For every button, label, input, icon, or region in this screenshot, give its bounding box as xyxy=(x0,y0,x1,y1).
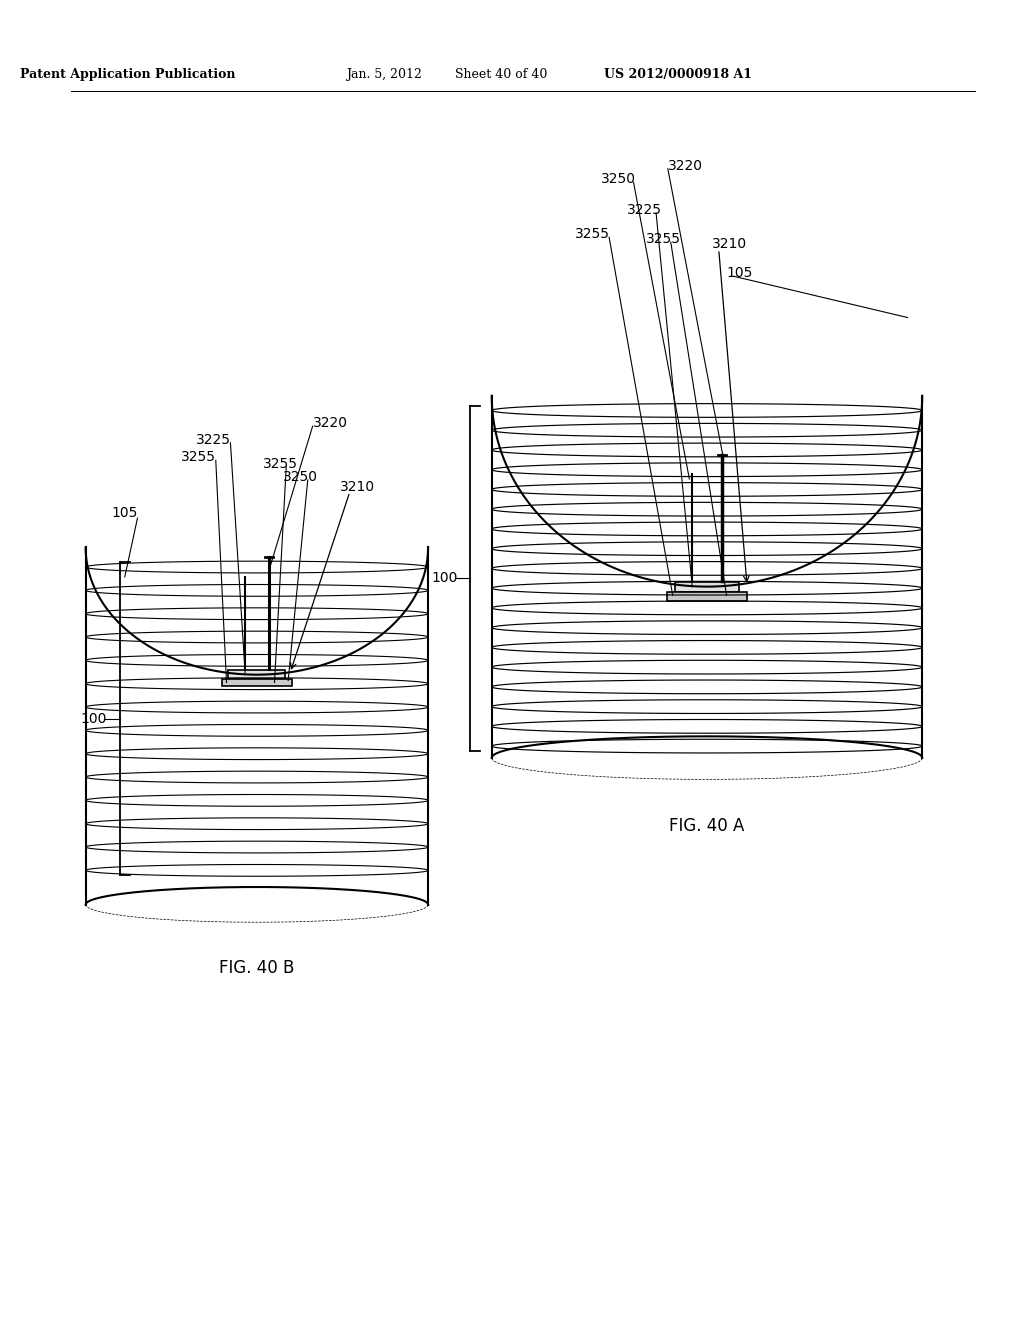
Text: 3255: 3255 xyxy=(180,450,216,465)
Text: Patent Application Publication: Patent Application Publication xyxy=(19,69,236,82)
Text: 3210: 3210 xyxy=(340,479,375,494)
Text: 3220: 3220 xyxy=(668,158,702,173)
Text: US 2012/0000918 A1: US 2012/0000918 A1 xyxy=(603,69,752,82)
Text: 3210: 3210 xyxy=(712,238,746,251)
Text: FIG. 40 A: FIG. 40 A xyxy=(670,817,744,836)
Text: 105: 105 xyxy=(112,507,138,520)
Text: Sheet 40 of 40: Sheet 40 of 40 xyxy=(456,69,548,82)
Text: 3255: 3255 xyxy=(575,227,610,242)
Text: 105: 105 xyxy=(727,267,753,280)
Text: FIG. 40 B: FIG. 40 B xyxy=(219,960,295,977)
Text: 3220: 3220 xyxy=(312,416,347,430)
Bar xyxy=(221,678,292,686)
Text: 100: 100 xyxy=(80,711,106,726)
Text: 3255: 3255 xyxy=(263,457,298,471)
Bar xyxy=(228,669,286,678)
Text: 3225: 3225 xyxy=(627,203,662,216)
Bar xyxy=(667,591,748,602)
Text: 3250: 3250 xyxy=(601,172,636,186)
Text: 3225: 3225 xyxy=(197,433,231,447)
Text: 100: 100 xyxy=(431,572,458,585)
Text: 3250: 3250 xyxy=(284,470,318,484)
Text: 3255: 3255 xyxy=(645,232,680,247)
Bar xyxy=(675,582,739,591)
Text: Jan. 5, 2012: Jan. 5, 2012 xyxy=(346,69,422,82)
